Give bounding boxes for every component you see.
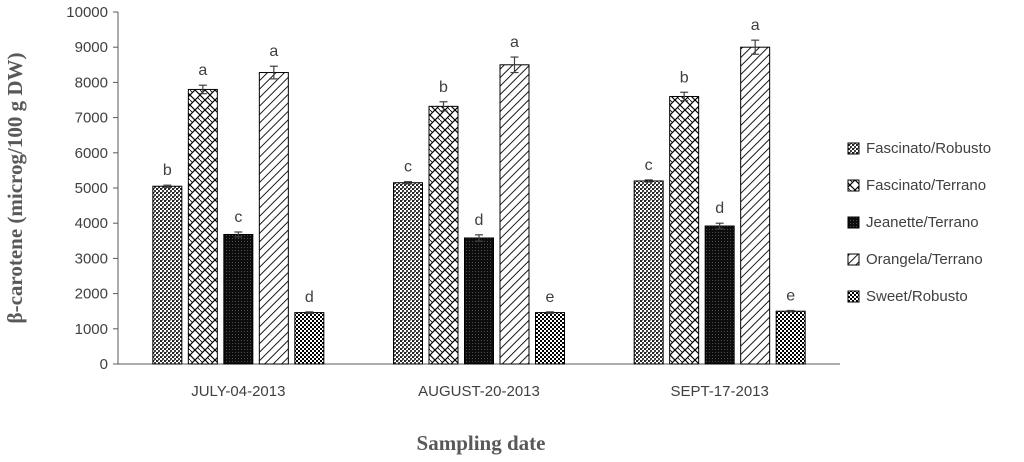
bar: [499, 64, 530, 365]
significance-label: a: [269, 43, 278, 60]
significance-label: e: [786, 287, 795, 304]
bar: [294, 312, 325, 365]
legend-swatch: [847, 253, 860, 266]
x-axis-title: Sampling date: [417, 431, 546, 455]
bars: b a c a d c b d a e c b d a e: [152, 17, 806, 365]
x-tick-label: AUGUST-20-2013: [418, 383, 540, 400]
y-tick-label: 9000: [75, 39, 108, 56]
legend-label: Orangela/Terrano: [866, 251, 983, 268]
y-tick-label: 5000: [75, 180, 108, 197]
bar: [152, 185, 183, 365]
significance-label: b: [163, 162, 172, 179]
x-tick-label: JULY-04-2013: [191, 383, 285, 400]
significance-label: b: [439, 79, 448, 96]
legend-swatch: [847, 142, 860, 155]
significance-label: a: [751, 17, 760, 34]
significance-label: a: [198, 62, 207, 79]
significance-label: d: [305, 289, 314, 306]
bar: [464, 237, 494, 365]
y-tick-label: 10000: [66, 4, 108, 21]
legend-label: Fascinato/Terrano: [866, 177, 986, 194]
legend-label: Fascinato/Robusto: [866, 140, 991, 157]
bar: [740, 46, 771, 365]
bar: [633, 180, 664, 365]
bar: [704, 225, 735, 365]
bar: [669, 95, 700, 365]
bar: [775, 310, 806, 365]
y-tick-label: 3000: [75, 250, 108, 267]
x-axis: JULY-04-2013 AUGUST-20-2013 SEPT-17-2013: [118, 363, 840, 400]
bar: [258, 72, 289, 365]
bar: [535, 312, 565, 365]
legend-swatch: [847, 179, 860, 192]
legend-swatch: [847, 216, 860, 229]
bar: [223, 233, 254, 365]
y-axis: 0 1000 2000 3000 4000 5000 6000 7000 8000 9000 100…: [66, 4, 119, 373]
significance-label: b: [680, 69, 689, 86]
significance-label: d: [475, 212, 484, 229]
bar: [393, 182, 423, 365]
legend-label: Sweet/Robusto: [866, 288, 968, 305]
significance-label: e: [546, 289, 555, 306]
y-tick-label: 2000: [75, 286, 108, 303]
y-tick-label: 1000: [75, 321, 108, 338]
significance-label: d: [715, 200, 724, 217]
y-tick-label: 4000: [75, 215, 108, 232]
y-tick-label: 7000: [75, 110, 108, 127]
legend: Fascinato/Robusto Fascinato/Terrano Jeanet…: [847, 140, 991, 305]
significance-label: c: [645, 157, 653, 174]
significance-label: c: [404, 159, 412, 176]
y-tick-label: 0: [100, 356, 108, 373]
significance-label: c: [234, 209, 242, 226]
x-tick-label: SEPT-17-2013: [670, 383, 768, 400]
bar: [428, 105, 459, 365]
legend-label: Jeanette/Terrano: [866, 214, 979, 231]
y-tick-label: 8000: [75, 74, 108, 91]
significance-label: a: [510, 34, 519, 51]
y-tick-label: 6000: [75, 145, 108, 162]
legend-swatch: [847, 290, 860, 303]
y-axis-title: β-carotene (microg/100 g DW): [3, 53, 27, 324]
bar: [187, 88, 218, 365]
